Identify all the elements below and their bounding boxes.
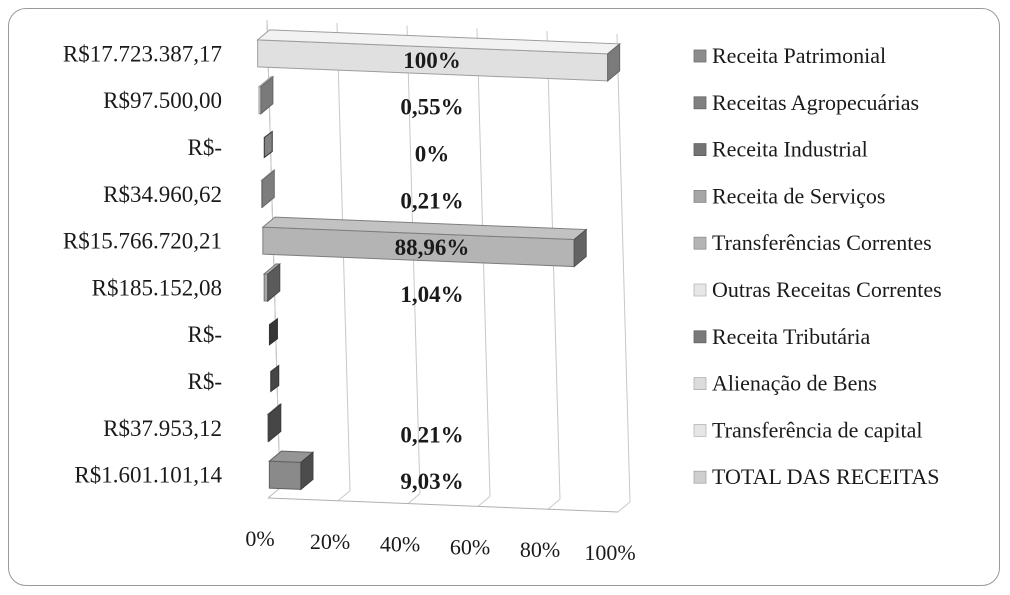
data-label: 9,03% — [400, 469, 463, 494]
gridline-floor — [267, 487, 281, 499]
legend-item: Outras Receitas Correntes — [693, 277, 942, 302]
gridline-floor — [547, 498, 561, 510]
x-axis-ticks: 0% 20% 40% 60% 80% 100% — [245, 526, 635, 565]
category-label: R$34.960,62 — [103, 182, 222, 207]
category-label: R$37.953,12 — [103, 416, 222, 441]
legend-item: Receita de Serviços — [693, 183, 886, 208]
legend-swatch — [693, 143, 707, 157]
category-label: R$185.152,08 — [92, 275, 222, 300]
x-tick-label: 100% — [584, 540, 635, 565]
bar: 0,21% R$34.960,62 — [103, 169, 464, 213]
x-tick-label: 20% — [310, 529, 350, 554]
x-tick-label: 40% — [380, 532, 420, 557]
data-label: 0% — [415, 142, 450, 167]
bar: R$- — [188, 364, 280, 394]
legend-item: Transferências Correntes — [693, 230, 932, 255]
bar: 9,03% R$1.601.101,14 — [74, 450, 464, 494]
gridline-floor — [477, 496, 491, 507]
legend-label: Outras Receitas Correntes — [712, 277, 942, 302]
legend-label: Transferências Correntes — [712, 230, 932, 255]
data-label: 100% — [403, 48, 461, 73]
legend-label: Receita Tributária — [712, 324, 870, 349]
legend-item: Transferência de capital — [693, 417, 923, 442]
category-label: R$- — [188, 135, 223, 160]
data-label: 88,96% — [395, 235, 470, 260]
x-tick-label: 80% — [520, 537, 560, 562]
bar-end — [260, 75, 274, 115]
legend: Receita Patrimonial Receitas Agropecuária… — [693, 43, 942, 489]
bar: 1,04% R$185.152,08 — [92, 262, 464, 307]
x-tick-label: 0% — [245, 526, 274, 551]
legend-label: Transferência de capital — [712, 417, 923, 442]
bar-zero-marker — [263, 130, 273, 159]
legend-swatch — [693, 377, 707, 391]
bar-end — [607, 42, 621, 82]
legend-label: Receitas Agropecuárias — [712, 90, 919, 115]
x-tick-label: 60% — [450, 534, 490, 559]
bar-front — [263, 273, 269, 302]
bar-end — [267, 262, 281, 303]
data-label: 0,55% — [400, 95, 463, 120]
bars: 100% R$17.723.387,17 0,55% R$97.500,00 0% R$-… — [63, 29, 621, 494]
legend-label: Receita Patrimonial — [712, 43, 886, 68]
legend-label: Alienação de Bens — [712, 371, 877, 396]
legend-label: TOTAL DAS RECEITAS — [712, 464, 939, 489]
chart-frame — [8, 8, 1000, 586]
bar: 0,21% R$37.953,12 — [103, 403, 464, 447]
gridline — [616, 33, 631, 503]
legend-item: TOTAL DAS RECEITAS — [693, 464, 939, 489]
legend-item: Receitas Agropecuárias — [693, 90, 919, 115]
bar: R$- — [188, 317, 278, 347]
category-label: R$97.500,00 — [103, 88, 222, 113]
bar: 100% R$17.723.387,17 — [63, 29, 621, 82]
bar-zero-marker — [270, 364, 280, 393]
legend-swatch — [693, 236, 707, 250]
bar-end — [261, 169, 275, 209]
legend-swatch — [693, 283, 707, 297]
data-label: 1,04% — [400, 282, 463, 307]
bar-end — [268, 403, 282, 443]
legend-item: Receita Tributária — [693, 324, 870, 349]
legend-swatch — [693, 470, 707, 484]
legend-swatch — [693, 423, 707, 437]
category-label: R$- — [188, 322, 223, 347]
bar-front — [268, 460, 302, 490]
bar-end — [573, 228, 587, 268]
bar-zero-marker — [268, 317, 278, 346]
legend-swatch — [693, 189, 707, 203]
x-axis-line — [267, 497, 619, 513]
gridline-floor — [407, 493, 421, 504]
bar: 0,55% R$97.500,00 — [103, 75, 464, 120]
data-label: 0,21% — [400, 188, 463, 213]
legend-swatch — [693, 49, 707, 63]
category-label: R$1.601.101,14 — [74, 463, 222, 488]
category-label: R$- — [188, 369, 223, 394]
legend-label: Receita de Serviços — [712, 183, 886, 208]
bar-end — [300, 451, 314, 491]
legend-swatch — [693, 330, 707, 344]
legend-item: Receita Industrial — [693, 137, 868, 162]
legend-swatch — [693, 96, 707, 110]
legend-item: Alienação de Bens — [693, 371, 877, 396]
gridline-floor — [337, 490, 351, 502]
gridline-floor — [617, 501, 631, 513]
legend-label: Receita Industrial — [712, 137, 868, 162]
legend-item: Receita Patrimonial — [693, 43, 886, 68]
category-label: R$15.766.720,21 — [63, 229, 222, 254]
bar: 88,96% R$15.766.720,21 — [63, 216, 588, 268]
category-label: R$17.723.387,17 — [63, 41, 222, 66]
data-label: 0,21% — [400, 422, 463, 447]
bar: 0% R$- — [188, 130, 450, 167]
